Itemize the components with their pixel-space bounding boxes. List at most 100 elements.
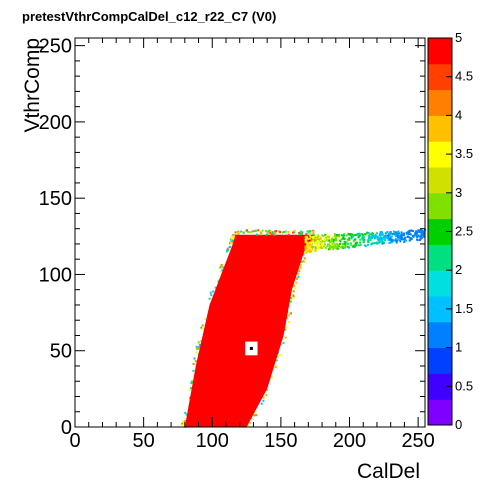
tail-cell [381,242,384,245]
tail-cell [315,234,318,237]
tail-cell [335,234,338,237]
tail-cell [345,241,348,244]
fringe-cell [290,297,293,300]
tail-cell [306,250,309,253]
tail-cell [304,246,307,249]
tail-cell [309,249,312,252]
y-axis-title: VthrComp [21,38,44,133]
fringe-cell [181,420,184,423]
tail-cell [354,233,357,236]
tail-cell [317,239,320,242]
colorbar-swatch [428,244,452,271]
tail-cell [304,238,307,241]
tail-cell [380,236,383,239]
tail-cell [305,245,308,248]
tail-cell [319,240,322,243]
tail-cell [376,241,379,244]
tail-cell [333,233,336,236]
fringe-cell [242,231,245,234]
fringe-cell [235,231,238,234]
tail-cell [314,249,317,252]
tail-cell [381,233,384,236]
tail-cell [382,241,385,244]
tail-cell [368,234,371,237]
tail-cell [388,242,391,245]
fringe-cell [260,232,263,235]
fringe-cell [297,273,300,276]
fringe-cell [232,235,235,238]
tail-cell [397,234,400,237]
tail-cell [363,238,366,241]
fringe-cell [194,360,197,363]
tail-cell [338,242,341,245]
tail-cell [394,239,397,242]
tail-cell [401,238,404,241]
tail-cell [352,234,355,237]
fringe-cell [302,260,305,263]
tail-cell [328,239,331,242]
tail-cell [311,236,314,239]
fringe-cell [293,284,296,287]
fringe-cell [219,270,222,273]
fringe-cell [309,233,312,236]
tail-cell [377,239,380,242]
tail-cell [355,244,358,247]
tail-cell [319,243,322,246]
tail-cell [333,246,336,249]
tail-cell [379,234,382,237]
fringe-cell [300,260,303,263]
tail-cell [414,233,417,236]
fringe-cell [295,276,298,279]
tail-cell [310,236,313,239]
x-tick-label: 50 [133,430,155,452]
fringe-cell [268,230,271,233]
y-tick-label: 100 [39,264,72,286]
tail-cell [330,239,333,242]
fringe-cell [231,240,234,243]
fringe-cell [292,290,295,293]
tail-cell [420,235,423,238]
tail-cell [318,242,321,245]
fringe-cell [196,348,199,351]
fringe-cell [183,421,186,424]
tail-cell [321,240,324,243]
fringe-cell [299,230,302,233]
x-tick-label: 150 [264,430,297,452]
colorbar-tick-label: 2.5 [455,224,473,239]
tail-cell [329,241,332,244]
tail-cell [405,231,408,234]
tail-cell [376,237,379,240]
fringe-cell [281,231,284,234]
tail-cell [376,242,379,245]
tail-cell [416,239,419,242]
tail-cell [350,237,353,240]
tail-cell [314,236,317,239]
tail-cell [308,237,311,240]
tail-cell [314,247,317,250]
tail-cell [355,241,358,244]
tail-cell [341,242,344,245]
fringe-cell [285,326,288,329]
tail-cell [350,244,353,247]
tail-cell [357,232,360,235]
tail-cell [380,240,383,243]
fringe-cell [296,272,299,275]
plot-frame [74,37,426,428]
tail-cell [318,244,321,247]
tail-cell [389,235,392,238]
tail-cell [328,244,331,247]
fringe-cell [275,359,278,362]
fringe-cell [200,326,203,329]
tail-cell [400,233,403,236]
fringe-cell [276,355,279,358]
fringe-cell [229,245,232,248]
tail-cell [364,244,367,247]
fringe-cell [259,233,262,236]
colorbar-tick-label: 3 [455,185,462,200]
fringe-cell [256,233,259,236]
tail-cell [373,237,376,240]
tail-cell [382,235,385,238]
tail-cell [316,238,319,241]
colorbar-swatch [428,192,452,220]
colorbar-tick-label: 4.5 [455,69,473,84]
